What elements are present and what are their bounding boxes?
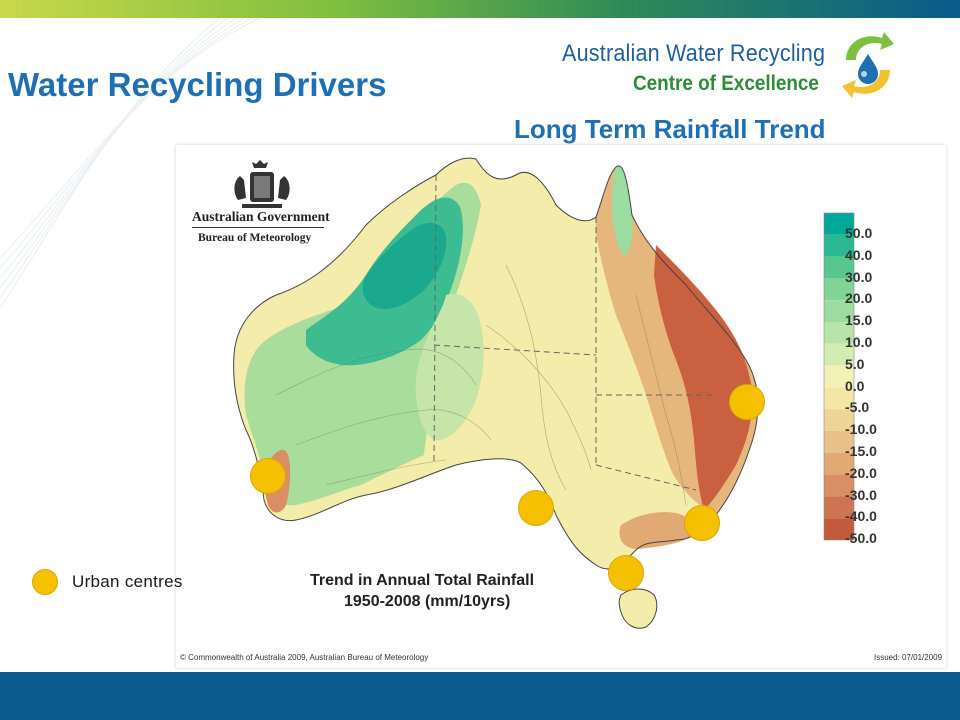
slide-title: Water Recycling Drivers	[8, 66, 387, 103]
tasmania-outline	[618, 588, 658, 629]
legend-swatch	[824, 518, 854, 540]
legend-value-label: -15.0	[845, 443, 877, 459]
legend-swatch	[824, 234, 854, 257]
urban-centre-marker-sydney	[684, 505, 720, 541]
legend-swatch	[824, 496, 854, 519]
legend-swatch	[824, 300, 854, 322]
agency-name-line2: Bureau of Meteorology	[198, 232, 312, 244]
legend-value-label: 50.0	[845, 225, 873, 241]
urban-centre-marker-melbourne	[608, 555, 644, 591]
tasmania-island	[619, 589, 657, 629]
legend-swatch	[824, 474, 854, 497]
urban-centre-marker-perth	[250, 458, 286, 494]
recycling-arrows-water-drop-icon	[842, 32, 894, 98]
legend-swatch	[824, 322, 854, 344]
agency-divider	[192, 227, 324, 228]
contour-lines	[275, 264, 687, 506]
bottom-footer-bar	[0, 672, 960, 720]
map-caption-line1: Trend in Annual Total Rainfall	[310, 572, 535, 589]
legend-swatch	[824, 387, 854, 410]
logo-text-line2: Centre of Excellence	[633, 72, 819, 95]
legend-value-label: 0.0	[845, 377, 865, 394]
legend-value-label: -30.0	[845, 486, 877, 503]
legend-value-label: -20.0	[845, 464, 877, 481]
commonwealth-coat-of-arms-icon	[234, 160, 290, 208]
legend-value-label: -50.0	[845, 530, 877, 547]
top-gradient-bar	[0, 0, 960, 18]
east-coast-red-strip	[654, 245, 753, 510]
copyright-notice: © Commonwealth of Australia 2009, Austra…	[180, 653, 429, 662]
slide-subtitle: Long Term Rainfall Trend	[514, 114, 826, 144]
legend-value-label: 15.0	[845, 312, 873, 329]
urban-centre-marker-brisbane	[729, 384, 765, 420]
legend-swatch	[824, 343, 854, 366]
legend-swatch	[824, 278, 854, 301]
urban-centres-legend-dot	[32, 569, 58, 595]
legend-value-label: -10.0	[845, 421, 877, 438]
legend-value-label: 40.0	[845, 246, 873, 263]
urban-centres-legend-label: Urban centres	[72, 572, 183, 591]
legend-value-label: -5.0	[845, 399, 870, 416]
legend-value-label: -40.0	[845, 508, 877, 525]
legend-swatch	[824, 256, 854, 279]
state-borders	[433, 174, 716, 491]
mainland-outline	[233, 157, 759, 570]
background-swoosh	[0, 18, 260, 309]
issued-date: Issued: 07/01/2009	[874, 653, 943, 662]
map-caption-line2: 1950-2008 (mm/10yrs)	[344, 593, 511, 610]
kimberley-core	[362, 222, 447, 310]
urban-centre-marker-adelaide	[518, 490, 554, 526]
cape-york-green	[612, 165, 633, 257]
legend-swatch	[824, 409, 854, 431]
rainfall-trend-map-card: Australian Government Bureau of Meteorol…	[176, 145, 946, 668]
legend-value-label: 10.0	[845, 334, 873, 350]
legend-swatch	[824, 213, 854, 235]
legend-swatch	[824, 452, 854, 475]
legend-value-label: 20.0	[845, 290, 873, 307]
central-green-band	[415, 294, 484, 441]
logo-text-line1: Australian Water Recycling	[562, 40, 826, 67]
legend-swatch	[824, 431, 854, 453]
legend-scale-border	[823, 212, 855, 541]
agency-name-line1: Australian Government	[192, 209, 330, 224]
legend-value-label: 5.0	[845, 355, 865, 372]
legend-swatch	[824, 365, 854, 388]
legend-value-label: 30.0	[845, 268, 873, 285]
legend-scale-swatches	[823, 212, 855, 541]
australia-rainfall-trend-map	[233, 157, 855, 629]
